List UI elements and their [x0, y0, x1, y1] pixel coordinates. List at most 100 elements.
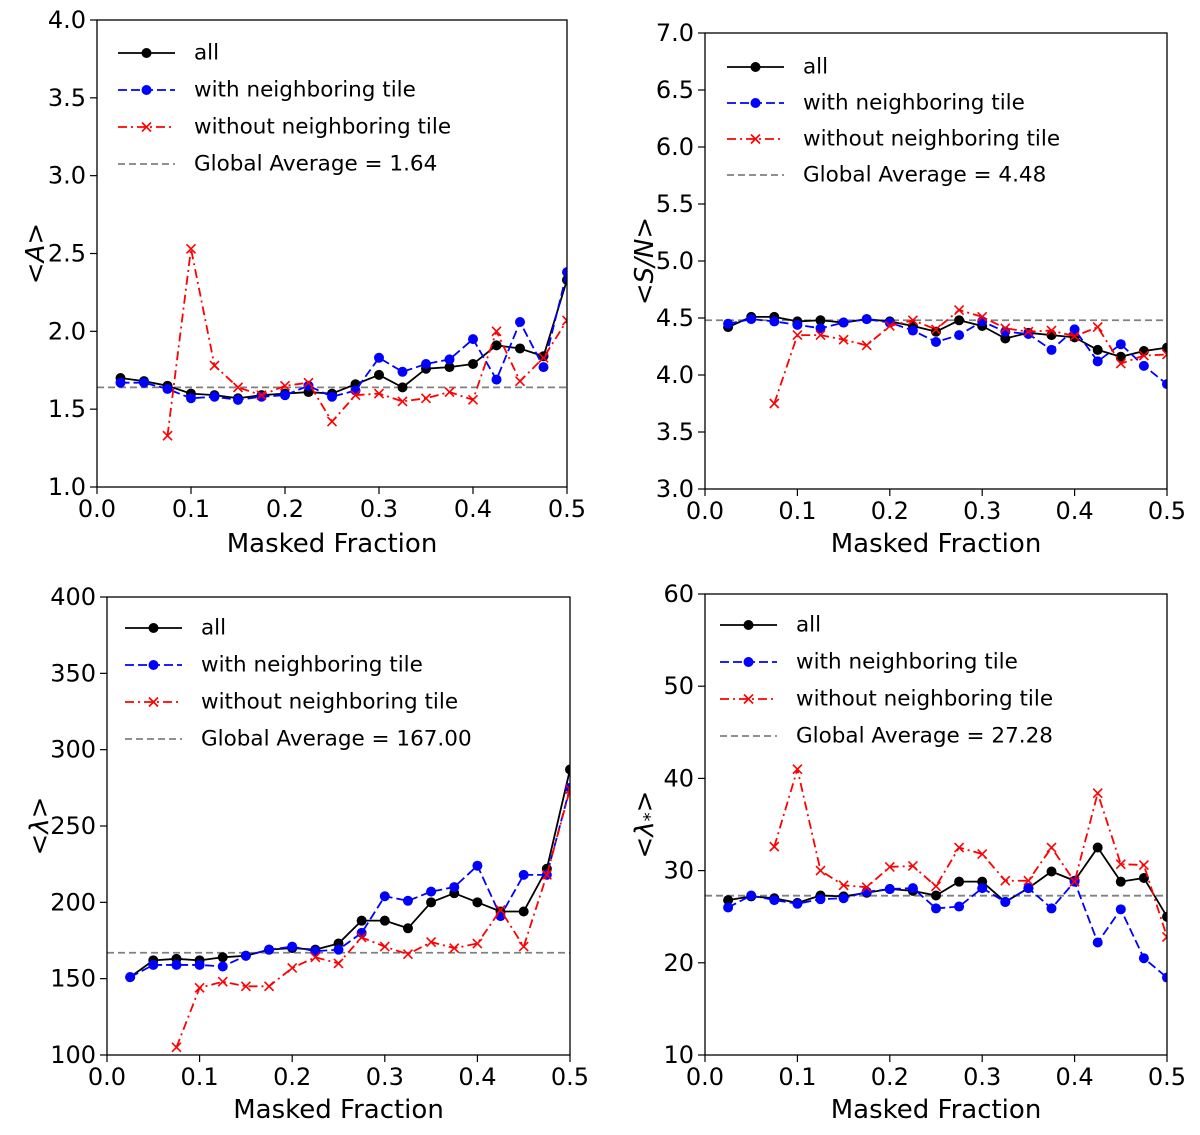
- x-tick-label: 0.2: [266, 495, 304, 523]
- y-tick-label: 6.5: [656, 76, 694, 104]
- legend-entry-label: with neighboring tile: [201, 653, 423, 678]
- data-point-all: [723, 895, 734, 906]
- data-point-with-neighboring-tile: [148, 959, 159, 970]
- data-point-with-neighboring-tile: [907, 325, 918, 336]
- plot-area-frame: [106, 596, 571, 1056]
- data-point-with-neighboring-tile: [977, 883, 988, 894]
- data-point-with-neighboring-tile: [954, 901, 965, 912]
- data-point-without-neighboring-tile: [1069, 876, 1080, 887]
- data-point-without-neighboring-tile: [1023, 875, 1034, 886]
- data-point-without-neighboring-tile: [1161, 931, 1167, 943]
- x-axis-label: Masked Fraction: [227, 529, 438, 559]
- y-tick-label: 250: [50, 812, 96, 840]
- data-point-with-neighboring-tile: [333, 944, 344, 955]
- data-point-with-neighboring-tile: [468, 334, 478, 345]
- data-point-with-neighboring-tile: [1023, 328, 1034, 339]
- data-point-without-neighboring-tile: [1000, 875, 1011, 886]
- legend: all with neighboring tile without neighbor…: [125, 616, 472, 752]
- x-tick-label: 0.4: [454, 495, 492, 523]
- data-point-with-neighboring-tile: [125, 972, 136, 983]
- y-tick-label: 1.5: [48, 395, 86, 423]
- data-point-with-neighboring-tile: [723, 318, 734, 329]
- x-tick-label: 0.2: [273, 1063, 311, 1091]
- y-tick-label: 40: [663, 764, 694, 792]
- x-tick-label: 0.5: [548, 495, 586, 523]
- data-point-without-neighboring-tile: [209, 360, 220, 371]
- data-point-with-neighboring-tile: [449, 882, 460, 893]
- data-point-with-neighboring-tile: [287, 941, 298, 952]
- data-point-without-neighboring-tile: [449, 943, 460, 954]
- data-point-without-neighboring-tile: [884, 861, 895, 872]
- data-point-with-neighboring-tile: [1138, 953, 1149, 964]
- chart-panel-4: 0.0 0.1 0.2 0.3 0.4 0.5 10 20 30 40 50 60 all with ne…: [630, 580, 1186, 1125]
- y-tick-label: 200: [50, 888, 96, 916]
- data-point-without-neighboring-tile: [1069, 331, 1080, 342]
- legend-entry-label: with neighboring tile: [194, 78, 416, 103]
- data-point-without-neighboring-tile: [373, 388, 385, 399]
- data-point-with-neighboring-tile: [421, 359, 431, 370]
- legend-marker: [141, 85, 152, 95]
- x-tick-label: 0.5: [1148, 497, 1186, 525]
- data-point-without-neighboring-tile: [495, 904, 506, 916]
- data-point-without-neighboring-tile: [171, 1042, 182, 1053]
- data-point-without-neighboring-tile: [514, 376, 526, 387]
- data-point-all: [1046, 866, 1057, 877]
- y-tick-label: 4.5: [656, 304, 694, 332]
- data-point-with-neighboring-tile: [1162, 379, 1167, 390]
- data-point-with-neighboring-tile: [374, 352, 384, 363]
- legend-marker: [750, 62, 761, 72]
- data-point-with-neighboring-tile: [115, 377, 126, 388]
- data-point-with-neighboring-tile: [240, 950, 251, 961]
- data-point-with-neighboring-tile: [1138, 360, 1149, 371]
- y-tick-label: 5.5: [656, 190, 694, 218]
- series-line-without-neighboring-tile: [773, 768, 1167, 938]
- data-point-with-neighboring-tile: [233, 394, 243, 405]
- data-point-with-neighboring-tile: [1115, 339, 1126, 350]
- data-point-without-neighboring-tile: [815, 865, 826, 876]
- data-point-with-neighboring-tile: [217, 961, 228, 972]
- data-point-without-neighboring-tile: [838, 334, 849, 345]
- plot-area-frame: [704, 32, 1168, 490]
- data-point-with-neighboring-tile: [792, 898, 803, 909]
- data-point-with-neighboring-tile: [1092, 356, 1103, 367]
- data-point-without-neighboring-tile: [444, 386, 455, 398]
- x-tick-label: 0.4: [458, 1063, 496, 1091]
- y-tick-label: 3.5: [656, 418, 694, 446]
- data-point-without-neighboring-tile: [1138, 350, 1149, 361]
- legend-entry-label: all: [796, 613, 821, 638]
- data-point-all: [491, 340, 502, 351]
- legend-marker: [141, 121, 152, 133]
- data-point-with-neighboring-tile: [884, 884, 895, 895]
- data-point-with-neighboring-tile: [162, 383, 173, 394]
- data-point-without-neighboring-tile: [792, 764, 803, 775]
- y-axis-label: <λ>: [25, 797, 55, 856]
- plot-area-frame: [704, 593, 1168, 1056]
- data-point-with-neighboring-tile: [515, 316, 525, 327]
- data-point-without-neighboring-tile: [561, 315, 567, 326]
- y-axis-label: <λ*>: [630, 791, 661, 859]
- data-point-with-neighboring-tile: [931, 336, 941, 347]
- data-point-with-neighboring-tile: [472, 860, 483, 871]
- legend-entry-label: with neighboring tile: [796, 650, 1018, 675]
- data-point-all: [472, 897, 483, 908]
- x-tick-label: 0.5: [551, 1063, 589, 1091]
- data-point-without-neighboring-tile: [326, 416, 338, 427]
- data-point-with-neighboring-tile: [792, 319, 803, 330]
- x-tick-label: 0.0: [88, 1063, 126, 1091]
- x-tick-label: 0.1: [181, 1063, 219, 1091]
- data-point-all: [1092, 344, 1103, 355]
- data-point-with-neighboring-tile: [562, 267, 567, 278]
- data-point-with-neighboring-tile: [931, 903, 941, 914]
- data-point-with-neighboring-tile: [746, 314, 757, 325]
- data-point-without-neighboring-tile: [769, 398, 780, 409]
- data-point-without-neighboring-tile: [930, 324, 942, 335]
- data-point-with-neighboring-tile: [815, 894, 826, 905]
- data-point-with-neighboring-tile: [861, 314, 872, 325]
- data-point-without-neighboring-tile: [472, 938, 483, 949]
- y-tick-label: 7.0: [656, 19, 694, 47]
- data-point-all: [397, 382, 408, 393]
- legend: all with neighboring tile without neighbor…: [720, 613, 1053, 749]
- legend-marker: [141, 48, 152, 58]
- legend-marker: [750, 133, 761, 145]
